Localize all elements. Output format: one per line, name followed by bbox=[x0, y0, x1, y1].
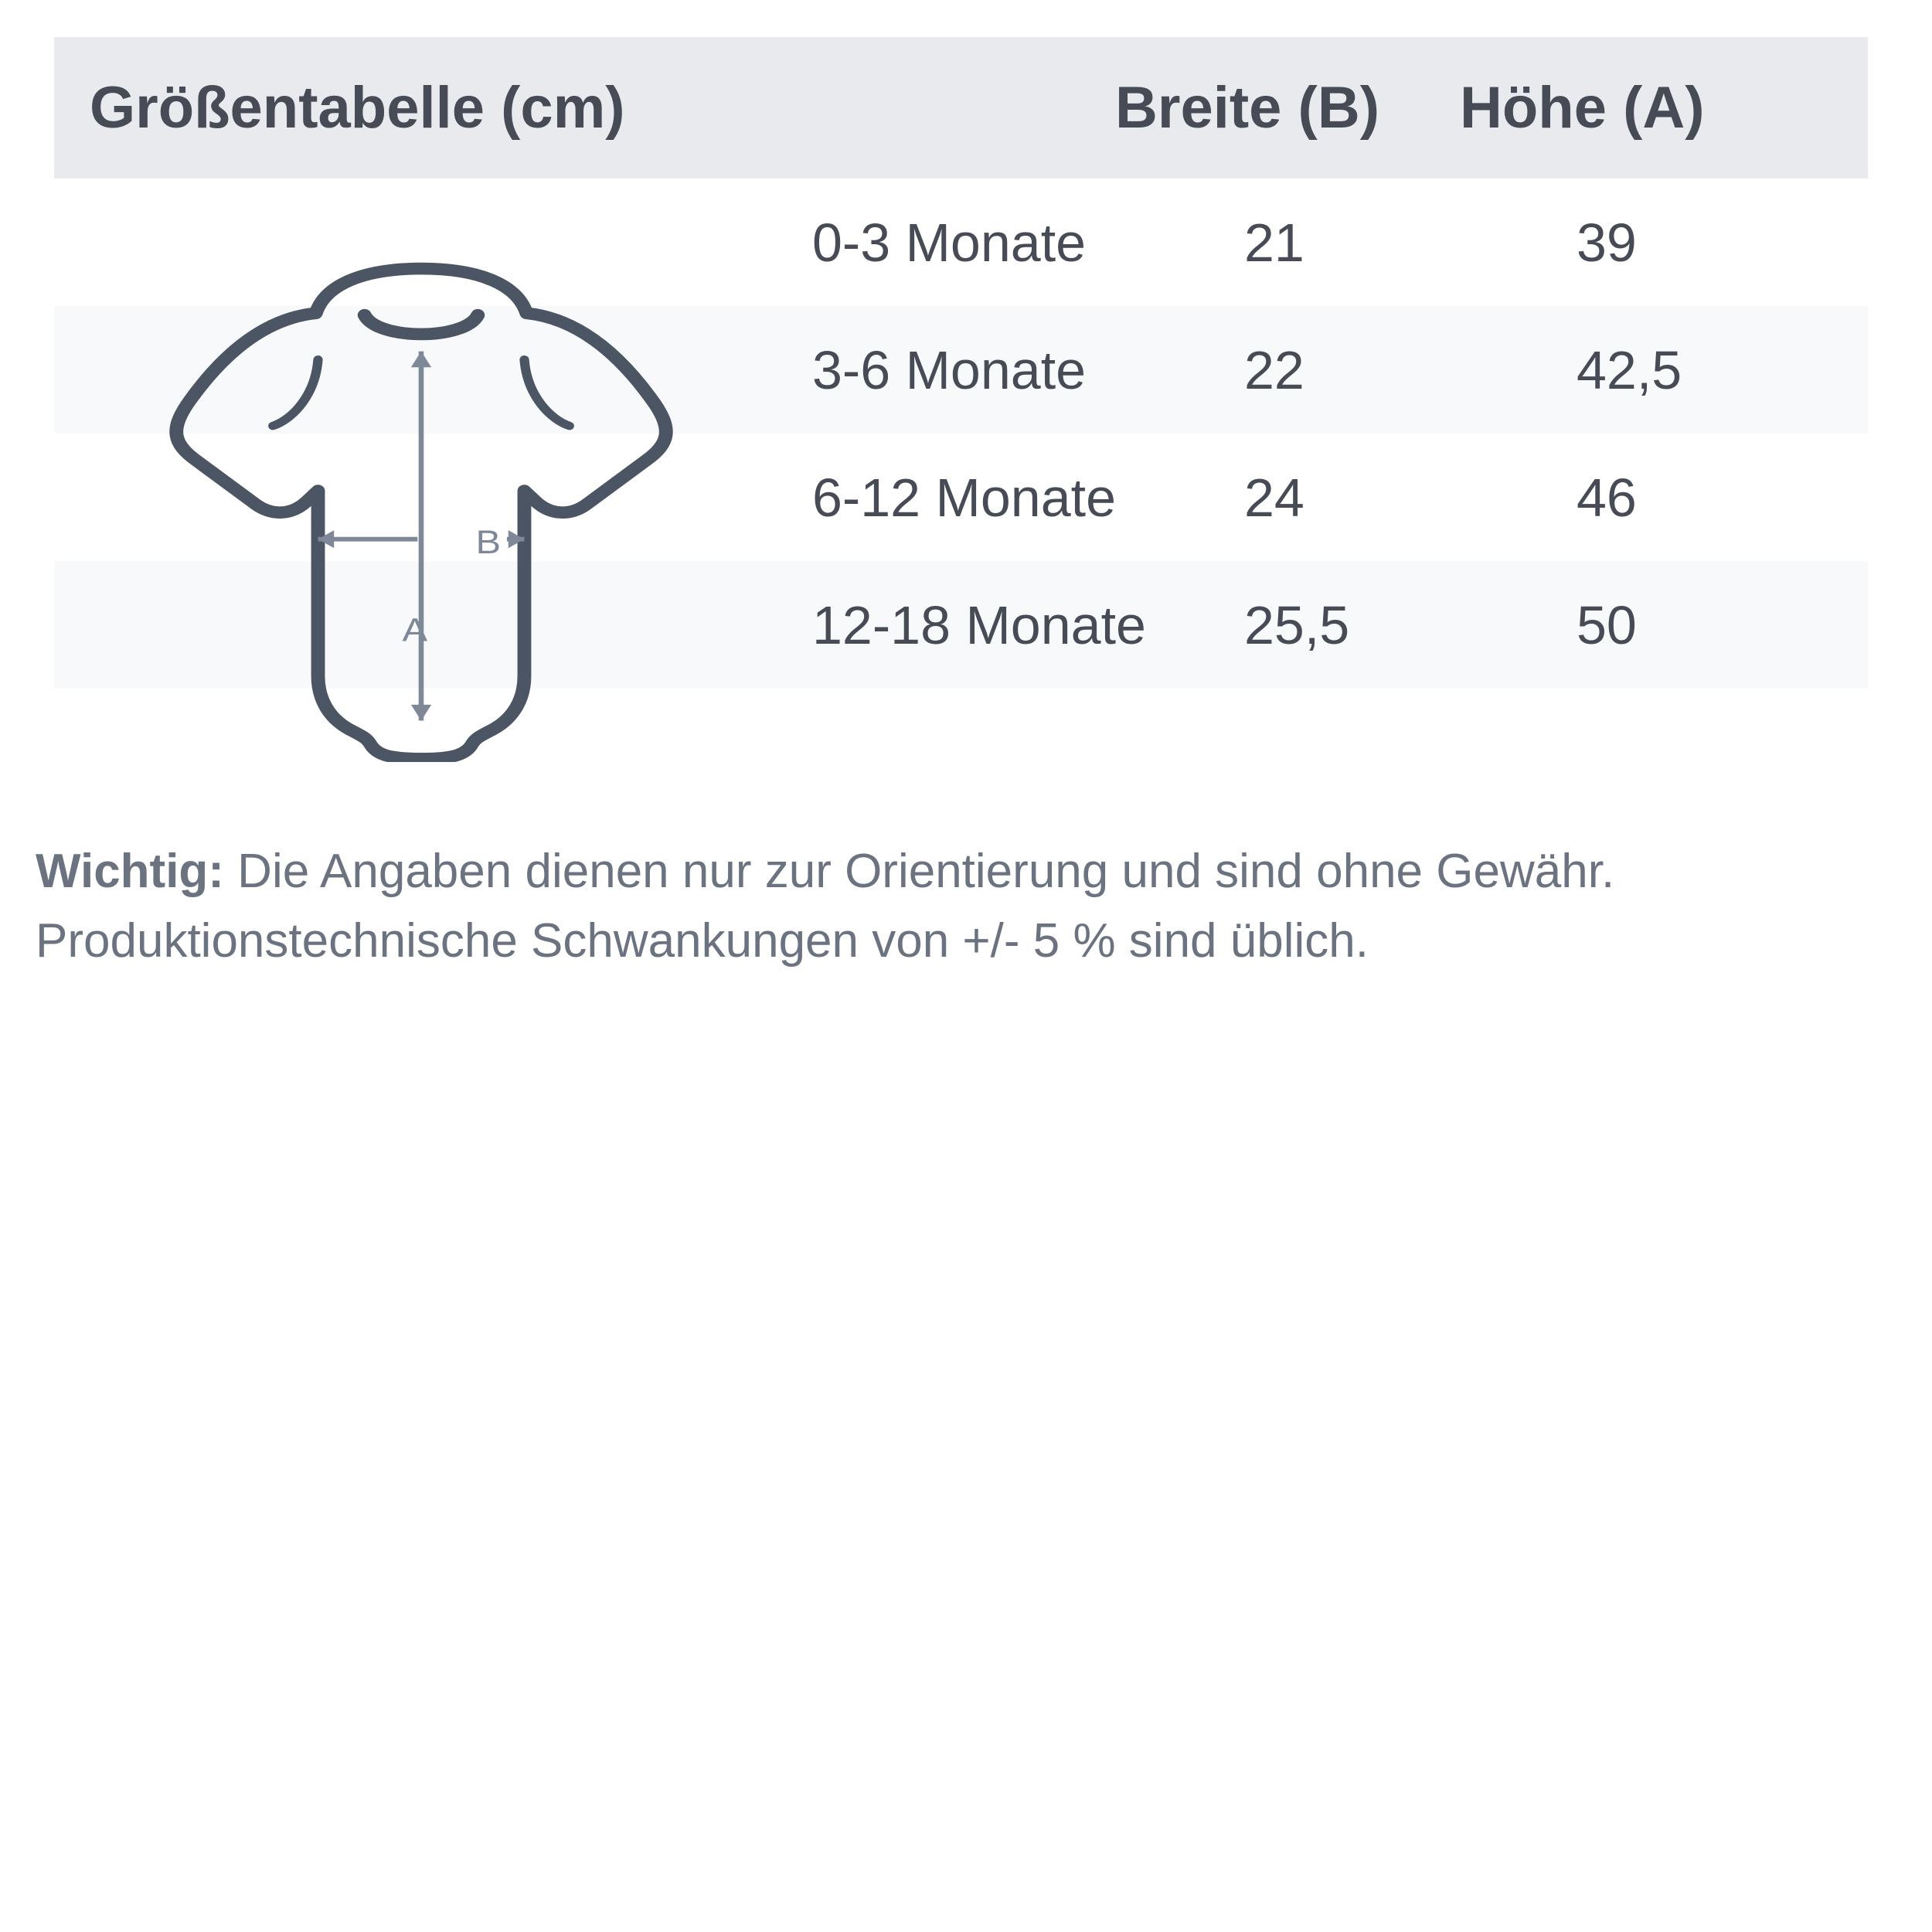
svg-text:A: A bbox=[403, 611, 428, 648]
svg-text:B: B bbox=[476, 523, 502, 560]
